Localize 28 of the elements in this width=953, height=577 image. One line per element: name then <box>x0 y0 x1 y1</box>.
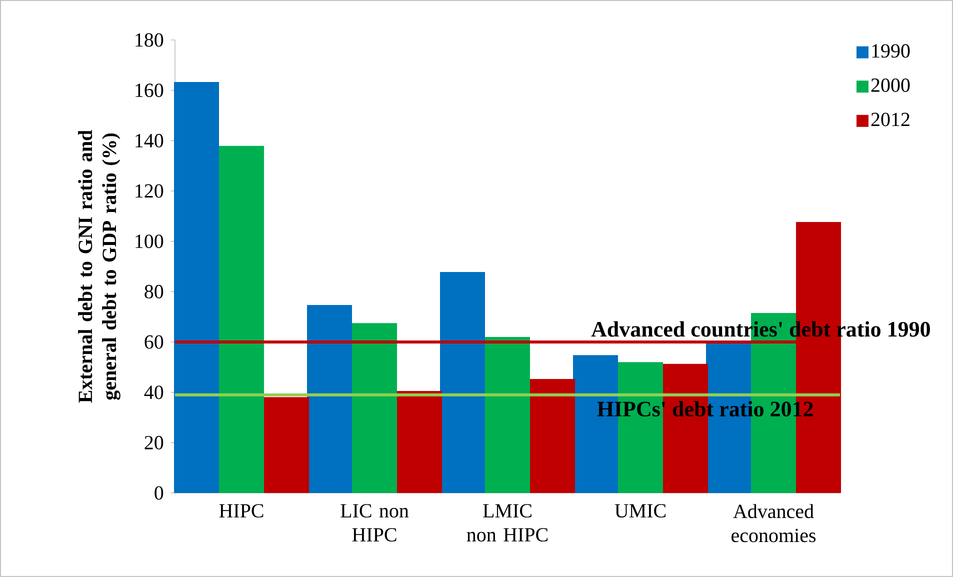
x-tick-label: LIC non HIPC <box>340 504 409 542</box>
x-tick-label: HIPC <box>219 504 264 518</box>
x-tick-label: Advanced economies <box>732 504 816 542</box>
y-tick-label: 80 <box>144 284 164 298</box>
legend-label: 1990 <box>872 44 910 58</box>
bar <box>264 397 310 493</box>
bar <box>174 82 220 493</box>
y-tick-label: 20 <box>144 436 164 450</box>
bar <box>397 391 442 493</box>
bar <box>352 323 398 493</box>
bar <box>485 336 530 493</box>
y-tick-label: 180 <box>136 33 164 47</box>
y-tick-label: 140 <box>136 134 164 148</box>
bar <box>530 378 576 493</box>
y-tick-label: 100 <box>136 234 164 248</box>
y-tick-label: 60 <box>144 335 164 349</box>
bar <box>307 304 352 493</box>
y-tick-label: 0 <box>154 486 164 500</box>
bar <box>219 146 264 493</box>
y-axis-title: External debt to GNI ratio and general debt to GDP ratio (%) <box>78 130 120 403</box>
y-tick-label: 40 <box>144 386 164 400</box>
legend-label: 2012 <box>871 112 910 126</box>
x-tick-label: LMIC non HIPC <box>466 504 548 542</box>
legend-label: 2000 <box>871 78 910 92</box>
y-tick-label: 120 <box>136 184 164 198</box>
x-tick-label: UMIC <box>614 504 666 518</box>
y-tick-label: 160 <box>136 84 164 98</box>
bar <box>440 272 486 493</box>
